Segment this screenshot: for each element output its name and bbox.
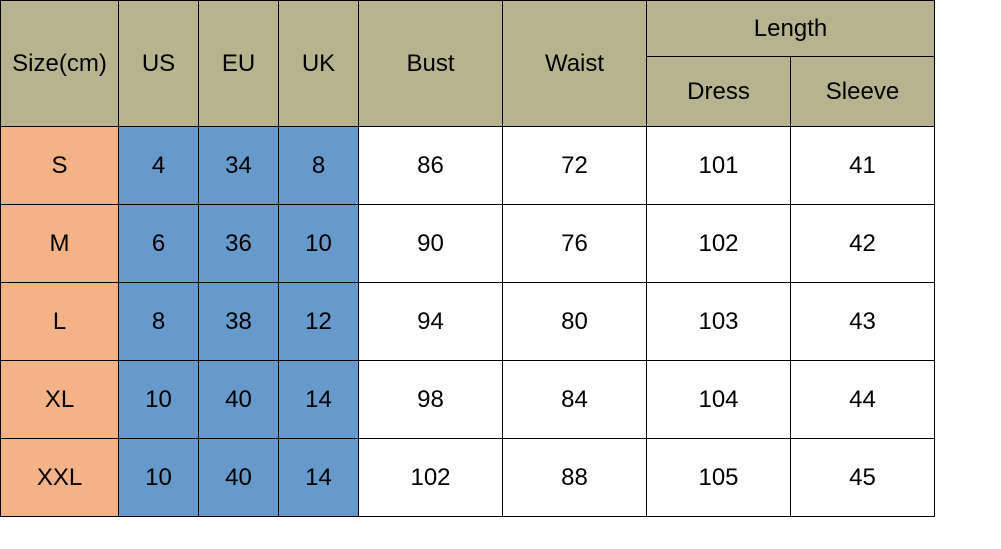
cell-size: L <box>1 283 119 361</box>
cell-bust: 94 <box>359 283 503 361</box>
header-dress: Dress <box>647 57 791 127</box>
cell-us: 6 <box>119 205 199 283</box>
table-row: M63610907610242 <box>1 205 935 283</box>
cell-waist: 72 <box>503 127 647 205</box>
cell-us: 4 <box>119 127 199 205</box>
table-row: L83812948010343 <box>1 283 935 361</box>
cell-sleeve: 45 <box>791 439 935 517</box>
cell-size: M <box>1 205 119 283</box>
cell-uk: 14 <box>279 361 359 439</box>
cell-dress: 102 <box>647 205 791 283</box>
cell-us: 10 <box>119 439 199 517</box>
header-bust: Bust <box>359 1 503 127</box>
cell-waist: 88 <box>503 439 647 517</box>
cell-us: 8 <box>119 283 199 361</box>
cell-bust: 102 <box>359 439 503 517</box>
header-us: US <box>119 1 199 127</box>
cell-eu: 38 <box>199 283 279 361</box>
cell-eu: 36 <box>199 205 279 283</box>
cell-bust: 90 <box>359 205 503 283</box>
size-chart-body: S4348867210141M63610907610242L8381294801… <box>1 127 935 517</box>
cell-dress: 105 <box>647 439 791 517</box>
table-row: XL104014988410444 <box>1 361 935 439</box>
cell-eu: 40 <box>199 361 279 439</box>
cell-bust: 86 <box>359 127 503 205</box>
header-uk: UK <box>279 1 359 127</box>
cell-sleeve: 42 <box>791 205 935 283</box>
cell-uk: 8 <box>279 127 359 205</box>
cell-sleeve: 43 <box>791 283 935 361</box>
cell-size: XXL <box>1 439 119 517</box>
table-row: XXL1040141028810545 <box>1 439 935 517</box>
cell-us: 10 <box>119 361 199 439</box>
cell-uk: 14 <box>279 439 359 517</box>
header-size: Size(cm) <box>1 1 119 127</box>
cell-size: S <box>1 127 119 205</box>
cell-dress: 101 <box>647 127 791 205</box>
header-waist: Waist <box>503 1 647 127</box>
cell-dress: 104 <box>647 361 791 439</box>
header-eu: EU <box>199 1 279 127</box>
cell-size: XL <box>1 361 119 439</box>
cell-waist: 84 <box>503 361 647 439</box>
cell-waist: 80 <box>503 283 647 361</box>
cell-sleeve: 44 <box>791 361 935 439</box>
header-row-1: Size(cm) US EU UK Bust Waist Length <box>1 1 935 57</box>
size-chart-table: Size(cm) US EU UK Bust Waist Length Dres… <box>0 0 935 517</box>
cell-uk: 10 <box>279 205 359 283</box>
cell-bust: 98 <box>359 361 503 439</box>
cell-eu: 40 <box>199 439 279 517</box>
cell-dress: 103 <box>647 283 791 361</box>
cell-eu: 34 <box>199 127 279 205</box>
cell-sleeve: 41 <box>791 127 935 205</box>
header-length: Length <box>647 1 935 57</box>
cell-uk: 12 <box>279 283 359 361</box>
table-row: S4348867210141 <box>1 127 935 205</box>
header-sleeve: Sleeve <box>791 57 935 127</box>
cell-waist: 76 <box>503 205 647 283</box>
